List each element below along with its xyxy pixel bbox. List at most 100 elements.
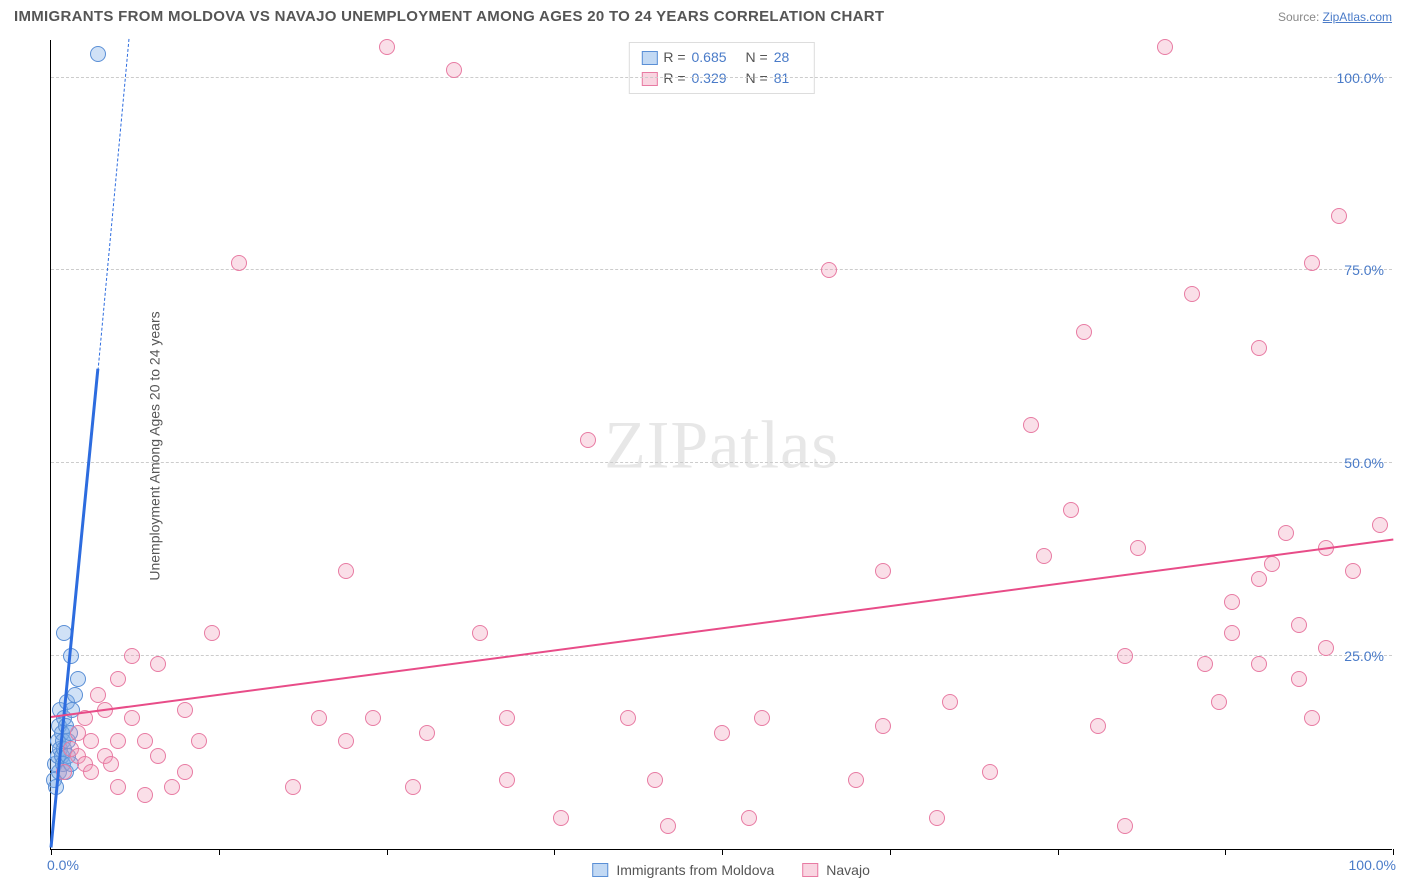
data-point <box>875 718 891 734</box>
chart-title: IMMIGRANTS FROM MOLDOVA VS NAVAJO UNEMPL… <box>14 8 884 25</box>
x-axis-min-label: 0.0% <box>47 857 79 873</box>
source-prefix: Source: <box>1278 10 1323 24</box>
data-point <box>1224 594 1240 610</box>
data-point <box>177 764 193 780</box>
data-point <box>137 787 153 803</box>
legend-row: R =0.329N =81 <box>641 68 801 89</box>
y-tick-label: 25.0% <box>1336 648 1384 664</box>
data-point <box>83 764 99 780</box>
data-point <box>103 756 119 772</box>
data-point <box>446 62 462 78</box>
data-point <box>231 255 247 271</box>
data-point <box>942 694 958 710</box>
y-tick-label: 75.0% <box>1336 262 1384 278</box>
data-point <box>1090 718 1106 734</box>
data-point <box>90 46 106 62</box>
watermark: ZIPatlas <box>604 405 839 484</box>
data-point <box>647 772 663 788</box>
data-point <box>472 625 488 641</box>
x-tick <box>387 849 388 855</box>
data-point <box>1278 525 1294 541</box>
data-point <box>67 687 83 703</box>
data-point <box>660 818 676 834</box>
data-point <box>714 725 730 741</box>
x-tick <box>51 849 52 855</box>
n-label: N = <box>746 68 768 89</box>
legend-item: Immigrants from Moldova <box>592 862 774 878</box>
data-point <box>875 563 891 579</box>
x-tick <box>219 849 220 855</box>
data-point <box>1184 286 1200 302</box>
data-point <box>70 671 86 687</box>
scatter-plot-area: ZIPatlas R =0.685N =28R =0.329N =81 0.0%… <box>50 40 1392 850</box>
data-point <box>379 39 395 55</box>
gridline <box>51 655 1392 656</box>
data-point <box>338 733 354 749</box>
data-point <box>1291 617 1307 633</box>
data-point <box>1076 324 1092 340</box>
legend-swatch <box>592 863 608 877</box>
x-tick <box>890 849 891 855</box>
data-point <box>124 648 140 664</box>
source-attribution: Source: ZipAtlas.com <box>1278 10 1392 24</box>
n-label: N = <box>746 47 768 68</box>
n-value: 81 <box>774 68 802 89</box>
data-point <box>110 733 126 749</box>
series-legend: Immigrants from Moldova Navajo <box>592 862 870 878</box>
y-tick-label: 50.0% <box>1336 455 1384 471</box>
data-point <box>1036 548 1052 564</box>
data-point <box>365 710 381 726</box>
data-point <box>177 702 193 718</box>
data-point <box>1063 502 1079 518</box>
y-tick-label: 100.0% <box>1329 70 1384 86</box>
data-point <box>754 710 770 726</box>
watermark-thin: atlas <box>709 406 839 482</box>
r-label: R = <box>663 68 685 89</box>
trend-line <box>97 38 129 370</box>
data-point <box>1251 571 1267 587</box>
data-point <box>150 656 166 672</box>
legend-swatch <box>641 72 657 86</box>
data-point <box>1117 818 1133 834</box>
data-point <box>553 810 569 826</box>
data-point <box>110 779 126 795</box>
data-point <box>1157 39 1173 55</box>
data-point <box>164 779 180 795</box>
data-point <box>1264 556 1280 572</box>
data-point <box>124 710 140 726</box>
data-point <box>1251 656 1267 672</box>
data-point <box>1372 517 1388 533</box>
data-point <box>620 710 636 726</box>
data-point <box>1318 640 1334 656</box>
chart-header: IMMIGRANTS FROM MOLDOVA VS NAVAJO UNEMPL… <box>0 0 1406 29</box>
data-point <box>311 710 327 726</box>
data-point <box>1224 625 1240 641</box>
data-point <box>1130 540 1146 556</box>
data-point <box>1211 694 1227 710</box>
legend-swatch <box>802 863 818 877</box>
gridline <box>51 77 1392 78</box>
data-point <box>741 810 757 826</box>
x-tick <box>554 849 555 855</box>
r-value: 0.685 <box>692 47 740 68</box>
x-tick <box>1225 849 1226 855</box>
correlation-legend: R =0.685N =28R =0.329N =81 <box>628 42 814 94</box>
n-value: 28 <box>774 47 802 68</box>
r-label: R = <box>663 47 685 68</box>
data-point <box>1251 340 1267 356</box>
data-point <box>150 748 166 764</box>
data-point <box>83 733 99 749</box>
legend-item: Navajo <box>802 862 870 878</box>
data-point <box>499 772 515 788</box>
data-point <box>338 563 354 579</box>
data-point <box>821 262 837 278</box>
data-point <box>1117 648 1133 664</box>
data-point <box>405 779 421 795</box>
data-point <box>191 733 207 749</box>
data-point <box>1197 656 1213 672</box>
data-point <box>285 779 301 795</box>
source-link[interactable]: ZipAtlas.com <box>1323 10 1392 24</box>
trend-line <box>51 538 1393 717</box>
watermark-bold: ZIP <box>604 406 709 482</box>
data-point <box>1345 563 1361 579</box>
